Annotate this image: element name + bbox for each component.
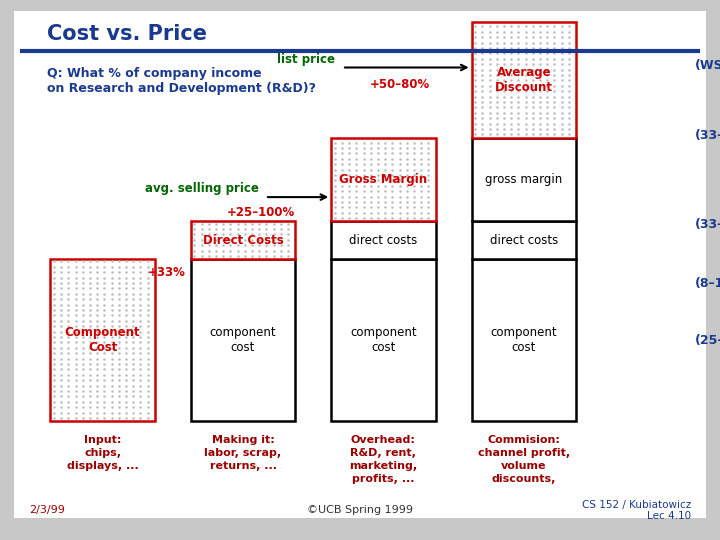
Bar	[50, 259, 155, 421]
Text: ©UCB Spring 1999: ©UCB Spring 1999	[307, 505, 413, 515]
Text: on Research and Development (R&D)?: on Research and Development (R&D)?	[47, 82, 316, 95]
Bar	[191, 259, 295, 421]
Bar	[191, 221, 295, 259]
Bar	[472, 22, 576, 138]
Text: component
cost: component cost	[490, 326, 557, 354]
Text: Commision:
channel profit,
volume
discounts,: Commision: channel profit, volume discou…	[478, 435, 570, 484]
Text: Q: What % of company income: Q: What % of company income	[47, 68, 261, 80]
Text: direct costs: direct costs	[349, 234, 418, 247]
Text: CS 152 / Kubiatowicz: CS 152 / Kubiatowicz	[582, 500, 691, 510]
Text: gross margin: gross margin	[485, 173, 562, 186]
Text: component
cost: component cost	[350, 326, 417, 354]
Text: Cost vs. Price: Cost vs. Price	[47, 24, 207, 44]
Bar	[331, 138, 436, 221]
Bar	[472, 259, 576, 421]
Bar	[331, 259, 436, 421]
Text: +33%: +33%	[148, 266, 186, 279]
Text: Making it:
labor, scrap,
returns, ...: Making it: labor, scrap, returns, ...	[204, 435, 282, 471]
Bar	[331, 221, 436, 259]
Text: Overhead:
R&D, rent,
marketing,
profits, ...: Overhead: R&D, rent, marketing, profits,…	[349, 435, 418, 484]
Text: (WS–PC): (WS–PC)	[695, 59, 720, 72]
Bar	[472, 221, 576, 259]
Text: 2/3/99: 2/3/99	[29, 505, 65, 515]
Text: Direct Costs: Direct Costs	[202, 234, 284, 247]
Text: Component
Cost: Component Cost	[65, 326, 140, 354]
Text: direct costs: direct costs	[490, 234, 558, 247]
Text: (33–14%): (33–14%)	[695, 218, 720, 231]
Text: Gross Margin: Gross Margin	[339, 173, 428, 186]
Text: avg. selling price: avg. selling price	[145, 183, 259, 195]
Text: (8–10%): (8–10%)	[695, 277, 720, 290]
Text: list price: list price	[276, 53, 335, 66]
Text: Input:
chips,
displays, ...: Input: chips, displays, ...	[67, 435, 138, 471]
Text: (25–31%): (25–31%)	[695, 334, 720, 347]
Text: +50–80%: +50–80%	[369, 78, 430, 91]
Text: Lec 4.10: Lec 4.10	[647, 511, 691, 521]
Bar	[472, 138, 576, 221]
Text: (33–45%): (33–45%)	[695, 129, 720, 141]
Text: component
cost: component cost	[210, 326, 276, 354]
Text: Average
Discount: Average Discount	[495, 66, 553, 93]
Text: +25–100%: +25–100%	[227, 206, 295, 219]
